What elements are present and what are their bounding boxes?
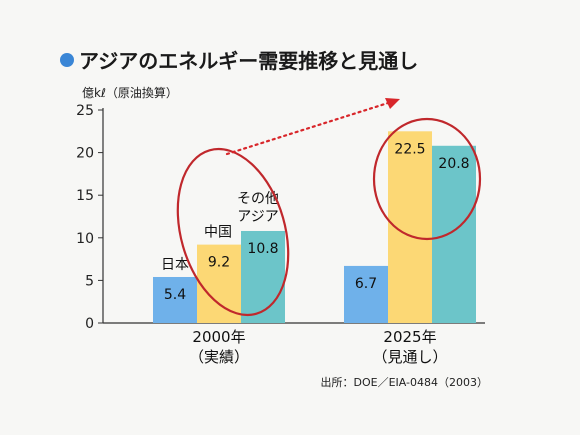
category-sublabel: （見通し） xyxy=(372,348,447,366)
y-tick-label: 10 xyxy=(76,231,94,247)
bar-value-label: 10.8 xyxy=(247,241,278,257)
y-tick-label: 20 xyxy=(76,146,94,162)
x-axis-categories: 2000年 （実績） 2025年 （見通し） xyxy=(189,328,448,366)
category-sublabel: （実績） xyxy=(189,348,249,366)
bars xyxy=(153,131,476,323)
growth-arrowhead-icon xyxy=(385,98,400,109)
bar-value-label: 22.5 xyxy=(394,141,425,157)
y-tick-label: 0 xyxy=(85,316,94,332)
category-label: 2000年 xyxy=(192,328,245,346)
title-bullet-icon xyxy=(60,53,74,67)
highlight-ellipse-2025 xyxy=(372,117,482,241)
y-axis: 億kℓ（原油換算） 0 5 10 15 20 25 xyxy=(76,85,485,332)
bar-value-label: 5.4 xyxy=(164,287,186,303)
highlight-ellipse-2000 xyxy=(176,147,290,317)
series-label-japan: 日本 xyxy=(161,257,189,273)
chart-title-group: アジアのエネルギー需要推移と見通し xyxy=(60,49,418,73)
series-label-china: 中国 xyxy=(204,225,232,241)
bar xyxy=(153,276,197,323)
bar xyxy=(344,265,388,323)
bar-value-label: 20.8 xyxy=(438,156,469,172)
source-note: 出所：DOE／EIA-0484（2003） xyxy=(320,375,488,389)
y-axis-label: 億kℓ（原油換算） xyxy=(82,85,178,100)
y-tick-label: 25 xyxy=(76,103,94,119)
bar-value-label: 9.2 xyxy=(208,255,230,271)
chart-title: アジアのエネルギー需要推移と見通し xyxy=(79,49,418,73)
bar-value-label: 6.7 xyxy=(355,276,377,292)
growth-arrow xyxy=(225,101,390,156)
series-label-other-asia: その他 xyxy=(237,191,279,207)
bar xyxy=(241,230,285,323)
bar xyxy=(197,244,241,323)
bar xyxy=(432,145,476,323)
y-tick-label: 15 xyxy=(76,188,94,204)
value-labels: 5.4 9.2 10.8 6.7 22.5 20.8 xyxy=(164,141,470,303)
y-tick-label: 5 xyxy=(85,273,94,289)
series-label-other-asia: アジア xyxy=(237,209,278,225)
category-label: 2025年 xyxy=(383,328,436,346)
